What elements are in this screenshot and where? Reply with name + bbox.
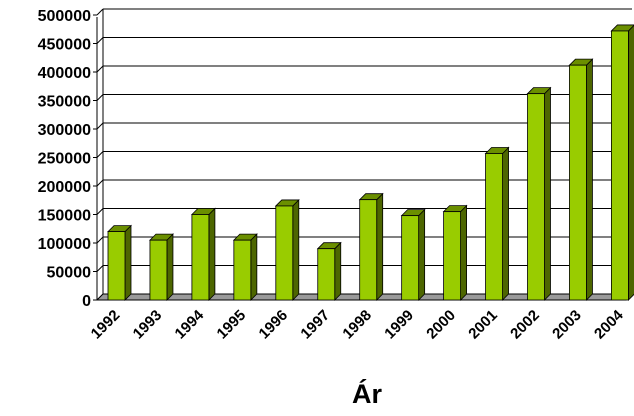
bar (107, 224, 132, 301)
x-tick-label: 1994 (172, 306, 208, 342)
bar-side (166, 233, 174, 301)
bar-front (359, 199, 378, 301)
y-tick-label: 500000 (38, 8, 91, 25)
x-axis-title: Ár (352, 378, 382, 409)
bar (484, 146, 510, 301)
x-tick-label: 1996 (256, 307, 292, 343)
bar (610, 24, 634, 301)
x-tick-label: 2000 (423, 307, 459, 343)
gridline-wall-segment (96, 122, 104, 130)
bar (274, 198, 300, 301)
x-tick-label: 2002 (507, 307, 543, 343)
y-tick-label: 300000 (38, 122, 91, 139)
bar-front (107, 231, 126, 301)
x-tick-label: 2004 (591, 306, 627, 342)
x-axis-tick-labels: 1992 1993 1994 1995 1996 1997 1998 1999 2000 2001… (88, 306, 627, 342)
bar-side (586, 58, 593, 301)
bar-front (233, 239, 252, 301)
y-tick-label: 450000 (38, 37, 91, 54)
x-tick-label: 2003 (549, 307, 585, 343)
gridline-wall-segment (96, 94, 104, 101)
y-tick-label: 250000 (38, 151, 91, 168)
bar-side (250, 233, 258, 301)
bar-side (334, 241, 342, 301)
gridline-wall-segment (96, 8, 104, 16)
bar-front (149, 239, 168, 301)
gridline-wall-segment (96, 151, 104, 158)
bar-side (460, 204, 468, 301)
bar (148, 233, 174, 301)
gridline-wall-segment (96, 236, 104, 244)
x-tick-label: 1993 (130, 307, 166, 343)
bar-front (611, 30, 629, 301)
y-tick-label: 200000 (38, 179, 91, 196)
bar-side (208, 207, 216, 301)
gridline-wall-segment (96, 179, 104, 187)
bar (232, 233, 258, 301)
gridline-wall-segment (96, 65, 104, 73)
bar-side (544, 86, 551, 301)
y-axis-tick-labels: 0 50000 100000 150000 200000 250000 300000 3500… (38, 8, 91, 310)
bar (316, 241, 342, 301)
x-tick-label: 1992 (88, 307, 124, 343)
bar-front (191, 214, 210, 301)
x-tick-label: 2001 (465, 307, 501, 343)
bar-side (124, 224, 132, 301)
y-tick-label: 400000 (38, 65, 91, 82)
bar-side (502, 146, 509, 301)
bar-side (376, 192, 384, 301)
bar (400, 208, 426, 301)
bar-front (443, 211, 462, 301)
gridline-wall-segment (96, 37, 104, 44)
x-tick-label: 1995 (214, 307, 250, 343)
y-tick-label: 350000 (38, 94, 91, 111)
y-tick-label: 150000 (38, 208, 91, 225)
y-tick-label: 100000 (38, 236, 91, 253)
bar (568, 58, 594, 301)
x-tick-label: 1997 (297, 307, 333, 343)
y-tick-label: 0 (82, 293, 91, 310)
bar (358, 192, 384, 301)
bar-front (485, 153, 503, 301)
bar (442, 204, 468, 301)
gridline-wall-segment (96, 265, 104, 272)
gridline-wall-segment (96, 208, 104, 215)
bar (190, 207, 216, 301)
bar-side (292, 198, 300, 301)
x-tick-label: 1998 (339, 307, 375, 343)
bar-front (401, 215, 420, 301)
bars (107, 24, 634, 301)
y-tick-label: 50000 (47, 265, 92, 282)
x-tick-label: 1999 (381, 307, 417, 343)
bar-side (418, 208, 426, 301)
bar-front (275, 205, 294, 301)
bar-side (628, 24, 634, 301)
bar-front (527, 93, 545, 301)
bar (526, 86, 552, 301)
bar-front (317, 248, 336, 301)
bar-front (569, 64, 587, 301)
